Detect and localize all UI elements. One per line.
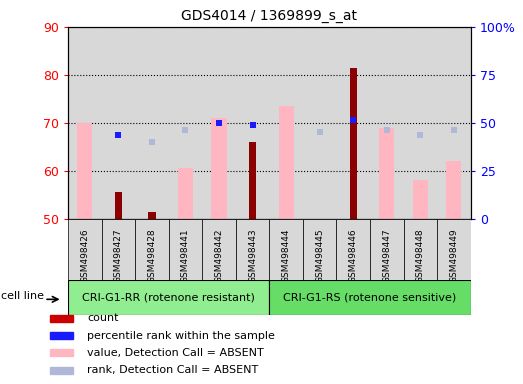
Text: cell line: cell line [2,291,44,301]
Bar [379,127,394,219]
Bar [50,315,73,322]
Bar [50,367,73,374]
Bar [135,219,168,280]
Text: GSM498442: GSM498442 [214,228,223,283]
Text: GSM498445: GSM498445 [315,228,324,283]
Text: value, Detection Call = ABSENT: value, Detection Call = ABSENT [87,348,264,358]
Text: rank, Detection Call = ABSENT: rank, Detection Call = ABSENT [87,365,258,375]
Text: GSM498448: GSM498448 [416,228,425,283]
Bar [68,219,101,280]
Text: percentile rank within the sample: percentile rank within the sample [87,331,275,341]
Bar [349,68,357,219]
Bar [68,280,269,315]
Bar [115,192,122,219]
Bar [249,142,256,219]
Bar [50,332,73,339]
Bar [413,180,428,219]
Bar [269,219,303,280]
Bar [178,169,193,219]
Bar [269,280,471,315]
Bar [77,123,93,219]
Bar [446,161,461,219]
Bar [236,219,269,280]
Bar [211,118,226,219]
Text: GSM498441: GSM498441 [181,228,190,283]
Bar [148,212,155,219]
Bar [336,219,370,280]
Text: GSM498449: GSM498449 [449,228,459,283]
Text: GSM498446: GSM498446 [349,228,358,283]
Text: GSM498443: GSM498443 [248,228,257,283]
Bar [101,219,135,280]
Bar [437,219,471,280]
Bar [404,219,437,280]
Title: GDS4014 / 1369899_s_at: GDS4014 / 1369899_s_at [181,9,357,23]
Text: GSM498444: GSM498444 [281,228,291,283]
Text: count: count [87,313,119,323]
Bar [279,106,294,219]
Bar [168,219,202,280]
Text: GSM498426: GSM498426 [80,228,89,283]
Bar [50,349,73,356]
Text: CRI-G1-RS (rotenone sensitive): CRI-G1-RS (rotenone sensitive) [283,293,457,303]
Text: GSM498447: GSM498447 [382,228,391,283]
Text: CRI-G1-RR (rotenone resistant): CRI-G1-RR (rotenone resistant) [82,293,255,303]
Text: GSM498427: GSM498427 [114,228,123,283]
Text: GSM498428: GSM498428 [147,228,156,283]
Bar [202,219,236,280]
Bar [303,219,336,280]
Bar [370,219,404,280]
